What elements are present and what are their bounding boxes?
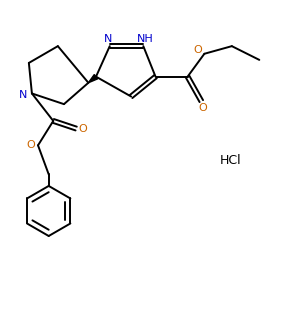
Text: HCl: HCl bbox=[220, 154, 241, 167]
Text: O: O bbox=[193, 45, 202, 55]
Text: O: O bbox=[198, 103, 207, 113]
Text: O: O bbox=[79, 124, 87, 133]
Text: NH: NH bbox=[136, 34, 153, 44]
Text: N: N bbox=[104, 34, 112, 44]
Polygon shape bbox=[88, 74, 98, 83]
Text: N: N bbox=[19, 90, 27, 100]
Text: O: O bbox=[26, 140, 35, 150]
